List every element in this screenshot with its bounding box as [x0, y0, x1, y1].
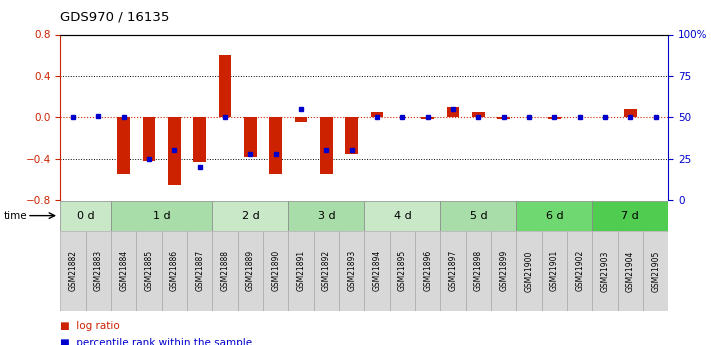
Bar	[60, 231, 86, 310]
Bar	[193, 117, 206, 162]
Bar	[498, 117, 510, 119]
Bar	[295, 117, 307, 122]
Text: 7 d: 7 d	[621, 211, 639, 220]
Bar	[364, 231, 390, 310]
Bar	[219, 55, 231, 117]
Bar	[592, 231, 618, 310]
Bar	[168, 117, 181, 185]
Bar	[472, 112, 485, 117]
Bar	[143, 117, 156, 161]
Bar	[447, 107, 459, 117]
Text: GSM21891: GSM21891	[296, 250, 306, 292]
Text: GSM21892: GSM21892	[322, 250, 331, 292]
Bar	[440, 201, 516, 230]
Bar	[548, 117, 561, 119]
Text: GSM21884: GSM21884	[119, 250, 128, 292]
Bar	[111, 201, 213, 230]
Bar	[269, 117, 282, 174]
Bar	[137, 231, 162, 310]
Bar	[213, 231, 237, 310]
Bar	[516, 231, 542, 310]
Bar	[289, 201, 365, 230]
Text: 3 d: 3 d	[318, 211, 335, 220]
Text: GSM21903: GSM21903	[601, 250, 609, 292]
Text: GSM21894: GSM21894	[373, 250, 382, 292]
Text: 2 d: 2 d	[242, 211, 260, 220]
Text: GSM21888: GSM21888	[220, 250, 230, 291]
Bar	[415, 231, 440, 310]
Bar	[542, 231, 567, 310]
Text: GSM21893: GSM21893	[347, 250, 356, 292]
Bar	[244, 117, 257, 157]
Text: 5 d: 5 d	[469, 211, 487, 220]
Text: 4 d: 4 d	[393, 211, 411, 220]
Bar	[213, 201, 289, 230]
Text: time: time	[4, 211, 27, 220]
Text: GSM21900: GSM21900	[525, 250, 533, 292]
Text: GSM21889: GSM21889	[246, 250, 255, 292]
Text: GSM21886: GSM21886	[170, 250, 179, 292]
Bar	[237, 231, 263, 310]
Bar	[440, 231, 466, 310]
Bar	[390, 231, 415, 310]
Bar	[162, 231, 187, 310]
Bar	[370, 112, 383, 117]
Text: GSM21890: GSM21890	[271, 250, 280, 292]
Text: GSM21898: GSM21898	[474, 250, 483, 292]
Bar	[364, 201, 440, 230]
Bar	[320, 117, 333, 174]
Bar	[422, 117, 434, 119]
Bar	[187, 231, 213, 310]
Bar	[263, 231, 289, 310]
Text: GDS970 / 16135: GDS970 / 16135	[60, 10, 170, 23]
Bar	[86, 231, 111, 310]
Bar	[111, 231, 137, 310]
Bar	[567, 231, 592, 310]
Bar	[618, 231, 643, 310]
Bar	[643, 231, 668, 310]
Text: GSM21895: GSM21895	[398, 250, 407, 292]
Text: GSM21896: GSM21896	[423, 250, 432, 292]
Text: ■  percentile rank within the sample: ■ percentile rank within the sample	[60, 338, 252, 345]
Text: GSM21887: GSM21887	[196, 250, 204, 292]
Text: GSM21897: GSM21897	[449, 250, 458, 292]
Text: 1 d: 1 d	[153, 211, 171, 220]
Text: GSM21905: GSM21905	[651, 250, 661, 292]
Bar	[289, 231, 314, 310]
Text: GSM21883: GSM21883	[94, 250, 103, 292]
Bar	[624, 109, 636, 117]
Bar	[491, 231, 516, 310]
Text: GSM21902: GSM21902	[575, 250, 584, 292]
Text: GSM21901: GSM21901	[550, 250, 559, 292]
Text: ■  log ratio: ■ log ratio	[60, 321, 120, 331]
Bar	[592, 201, 668, 230]
Bar	[339, 231, 365, 310]
Text: GSM21885: GSM21885	[144, 250, 154, 292]
Bar	[60, 201, 111, 230]
Text: GSM21899: GSM21899	[499, 250, 508, 292]
Text: GSM21882: GSM21882	[68, 250, 77, 291]
Text: GSM21904: GSM21904	[626, 250, 635, 292]
Bar	[466, 231, 491, 310]
Text: 0 d: 0 d	[77, 211, 95, 220]
Bar	[314, 231, 339, 310]
Bar	[516, 201, 592, 230]
Bar	[117, 117, 130, 174]
Bar	[346, 117, 358, 154]
Text: 6 d: 6 d	[545, 211, 563, 220]
